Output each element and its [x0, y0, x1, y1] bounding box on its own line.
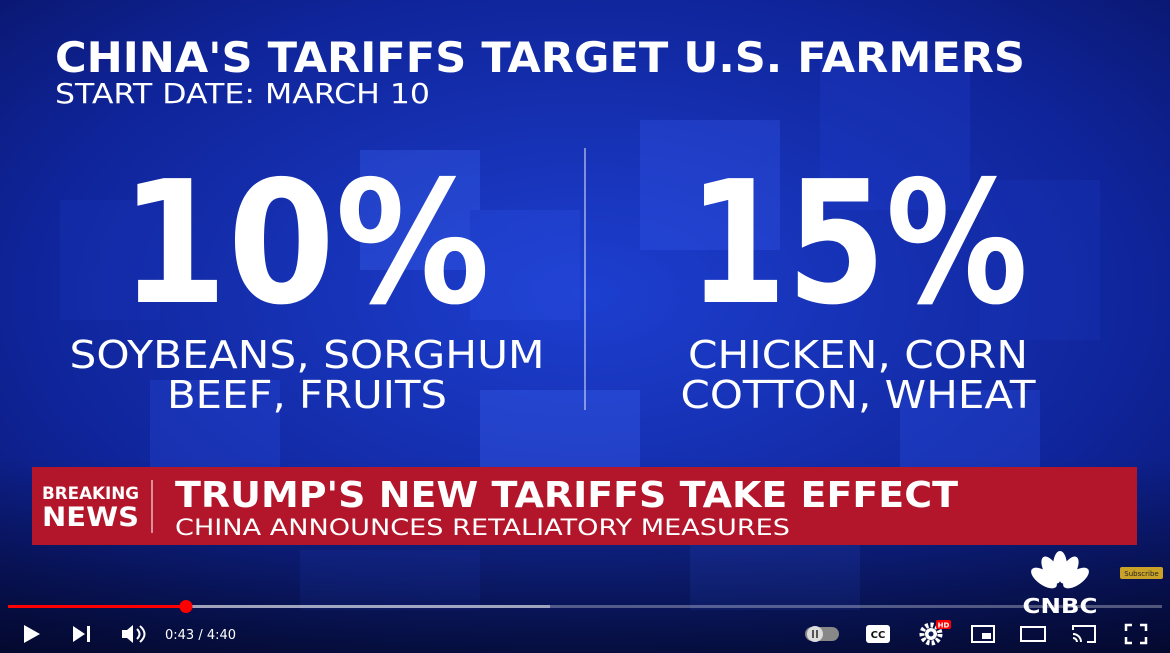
progress-handle[interactable] — [179, 600, 193, 613]
svg-text:CC: CC — [871, 630, 886, 641]
captions-button[interactable]: CC — [866, 625, 890, 643]
subscribe-label[interactable]: Subscribe — [1124, 570, 1158, 578]
settings-button[interactable] — [919, 622, 943, 646]
fullscreen-button[interactable] — [1124, 623, 1148, 645]
tariff-rate: 15% — [688, 145, 1028, 343]
next-button[interactable] — [73, 626, 90, 642]
breaking-banner — [32, 467, 1137, 545]
play-button[interactable] — [24, 625, 40, 643]
cnbc-peacock — [1031, 551, 1089, 589]
product-line: CHICKEN, CORN — [688, 333, 1028, 377]
product-line: SOYBEANS, SORGHUM — [70, 333, 545, 377]
time-display: 0:43 / 4:40 — [165, 628, 236, 643]
miniplayer-button[interactable] — [971, 625, 995, 643]
banner-label: BREAKING — [42, 484, 139, 504]
graphic-title: CHINA'S TARIFFS TARGET U.S. FARMERS — [55, 33, 1025, 82]
progress-played — [8, 605, 186, 608]
autoplay-toggle[interactable] — [805, 626, 839, 642]
hd-label: HD — [938, 622, 950, 630]
banner-label: NEWS — [42, 502, 139, 533]
cast-button[interactable] — [1072, 625, 1096, 643]
theater-button[interactable] — [1020, 626, 1046, 642]
progress-track[interactable] — [8, 605, 1162, 608]
banner-headline: TRUMP'S NEW TARIFFS TAKE EFFECT — [175, 475, 958, 516]
product-line: BEEF, FRUITS — [167, 373, 447, 417]
cnbc-logo: CNBC — [1023, 594, 1098, 618]
subscribe-button[interactable] — [1120, 567, 1163, 579]
tariff-rate: 10% — [120, 145, 490, 343]
banner-subheadline: CHINA ANNOUNCES RETALIATORY MEASURES — [175, 516, 790, 541]
product-line: COTTON, WHEAT — [681, 373, 1037, 417]
progress-buffered — [8, 605, 550, 608]
volume-button[interactable] — [122, 625, 146, 643]
hd-badge — [936, 620, 951, 629]
graphic-subtitle: START DATE: MARCH 10 — [55, 77, 430, 110]
